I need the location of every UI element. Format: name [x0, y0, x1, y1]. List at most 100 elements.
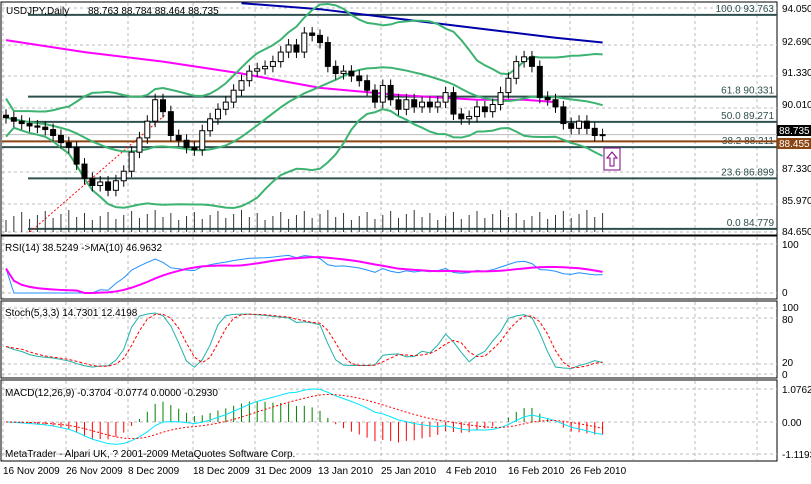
candle-bearish [481, 106, 488, 113]
date-tick: 8 Dec 2009 [128, 466, 180, 477]
macd-axis-tick: 1.0762 [782, 385, 811, 396]
rsi-line [5, 254, 603, 294]
line-price-label: 88.455 [779, 139, 810, 150]
candle-bearish [81, 163, 88, 179]
fibo-level-label: 61.8 90.331 [721, 86, 774, 97]
candle-bearish [324, 42, 331, 67]
rsi-pane[interactable] [5, 254, 603, 294]
candle-bullish [403, 99, 410, 110]
candle-bullish [246, 70, 253, 82]
pane-frame [0, 379, 778, 462]
candle-bearish [160, 99, 166, 113]
candle-bearish [583, 120, 590, 129]
pane-frame [0, 300, 778, 379]
candle-bearish [89, 177, 96, 187]
macd-pane[interactable] [5, 388, 604, 445]
date-tick: 31 Dec 2009 [255, 466, 312, 477]
stoch-pane[interactable] [5, 312, 603, 370]
candle-bearish [34, 125, 41, 128]
price-tick: 90.010 [782, 100, 811, 111]
candle-bearish [293, 44, 300, 53]
candle-bearish [426, 101, 433, 108]
candle-bullish [97, 181, 104, 187]
candle-bullish [442, 92, 449, 103]
candle-bearish [356, 75, 363, 82]
candle-bullish [262, 65, 269, 70]
grid [0, 1, 778, 462]
macd-line [5, 388, 603, 445]
candle-bullish [340, 70, 347, 75]
candle-bullish [497, 92, 504, 106]
date-tick: 4 Feb 2010 [446, 466, 497, 477]
date-tick: 13 Jan 2010 [318, 466, 373, 477]
candle-bearish [309, 32, 316, 36]
price-tick: 91.330 [782, 68, 811, 79]
candle-bearish [332, 65, 339, 75]
copyright-label: MetaTrader - Alpari UK, ? 2001-2009 Meta… [5, 449, 295, 460]
candle-bearish [560, 106, 567, 125]
candle-bullish [301, 32, 308, 53]
bid-price-box [777, 125, 811, 136]
candle-bullish [277, 51, 284, 63]
moving-average-mid [5, 39, 556, 104]
candle-bullish [521, 56, 528, 63]
rsi-label: RSI(14) 38.5249 ->MA(10) 46.9632 [5, 243, 162, 254]
fibo-level-label: 50.0 89.271 [721, 111, 774, 122]
candle-bearish [387, 84, 394, 101]
candle-bearish [536, 65, 543, 98]
up-arrow-icon [605, 151, 619, 167]
candle-bearish [411, 99, 418, 108]
macd-axis-tick: -1.1193 [782, 450, 811, 461]
candle-bullish [505, 77, 512, 94]
price-axis[interactable]: 94.050 92.690 91.330 90.010 87.330 85.97… [777, 4, 811, 238]
date-tick: 18 Dec 2009 [193, 466, 250, 477]
candle-bullish [513, 61, 520, 79]
candle-bearish [552, 99, 559, 108]
rsi-axis-tick: 0 [782, 288, 788, 299]
pane-frame [0, 235, 778, 300]
macd-label: MACD(12,26,9) -0.3704 -0.0774 0.0000 -0.… [5, 388, 218, 399]
stoch-label: Stoch(5,3,3) 14.7301 12.4198 [5, 308, 138, 319]
candle-bullish [230, 89, 237, 103]
date-tick: 26 Nov 2009 [66, 466, 123, 477]
stoch-axis-tick: 80 [782, 315, 794, 326]
stoch-axis-tick: 20 [782, 358, 794, 369]
candle-bullish [136, 137, 143, 153]
candle-bearish [167, 111, 174, 136]
candle-bullish [120, 170, 127, 182]
candle-bearish [3, 114, 9, 119]
candle-bearish [544, 96, 551, 101]
candle-bullish [489, 104, 496, 113]
candle-bearish [591, 127, 598, 136]
trend-line [29, 114, 166, 233]
candle-bearish [26, 123, 33, 127]
fibo-level-label: 0.0 84.779 [727, 218, 775, 229]
candle-bullish [222, 101, 229, 110]
date-axis: 16 Nov 2009 26 Nov 2009 8 Dec 2009 18 De… [3, 466, 627, 477]
stoch-signal-line [5, 313, 603, 369]
price-tick: 94.050 [782, 4, 811, 15]
price-tick: 84.650 [782, 227, 811, 238]
candle-bearish [364, 80, 371, 91]
bollinger-upper [5, 3, 603, 113]
candle-bullish [152, 99, 159, 122]
symbol-label: USDJPY,Daily [6, 6, 69, 17]
candle-bullish [269, 61, 276, 67]
candle-bearish [568, 123, 575, 129]
bollinger-lower [5, 108, 604, 210]
date-tick: 16 Nov 2009 [3, 466, 60, 477]
candle-bearish [317, 34, 323, 44]
candle-bullish [199, 130, 206, 151]
candle-bullish [214, 108, 221, 120]
date-tick: 26 Feb 2010 [570, 466, 627, 477]
candle-bearish [50, 129, 57, 136]
moving-average-long [241, 2, 603, 44]
candle-bullish [207, 118, 214, 132]
candle-bearish [450, 92, 457, 115]
candle-bullish [238, 80, 245, 91]
macd-signal-line [5, 393, 603, 440]
candle-bullish [419, 101, 426, 108]
stoch-axis-tick: 100 [782, 303, 799, 314]
candle-bearish [191, 146, 198, 151]
